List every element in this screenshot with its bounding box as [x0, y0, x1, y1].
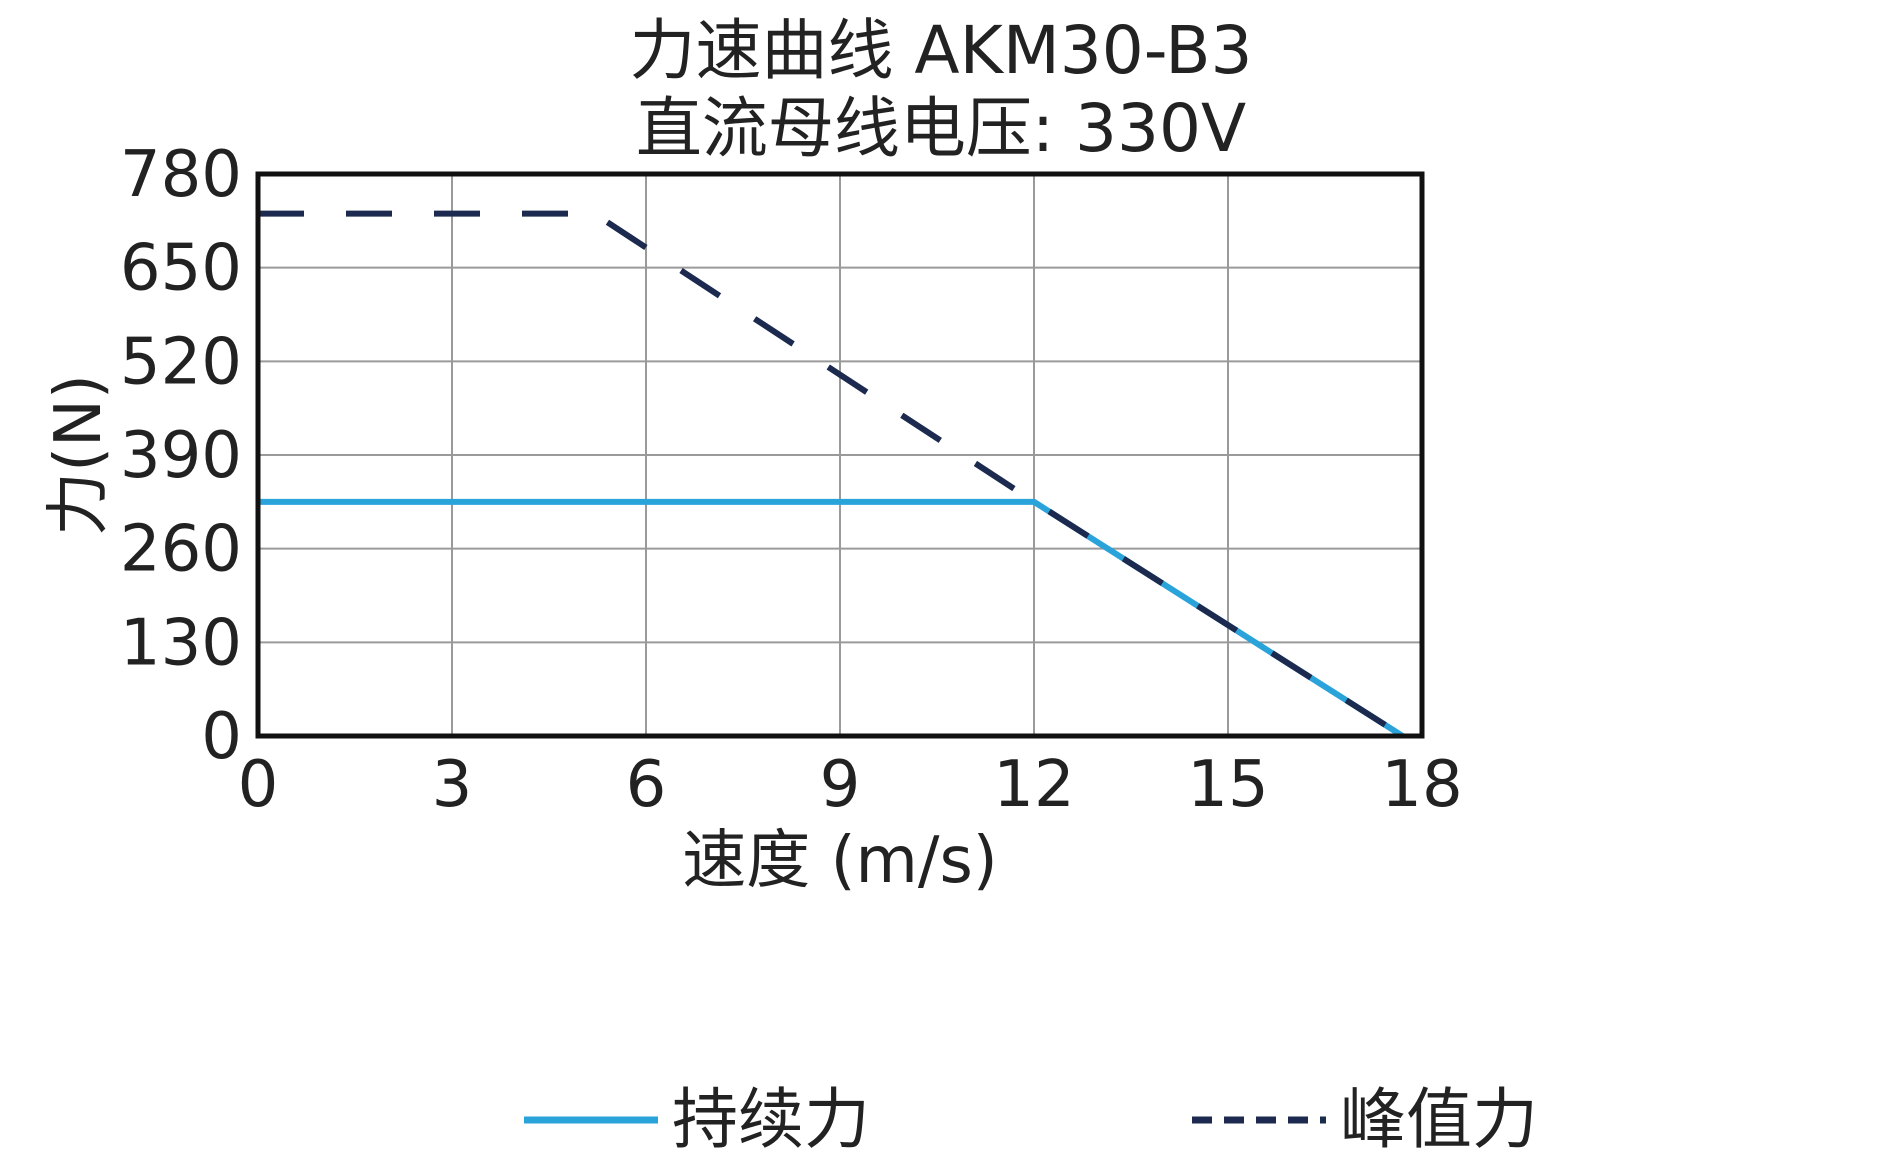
y-tick-labels: 0 130 260 390 520 650 780: [120, 138, 242, 774]
x-axis-label: 速度 (m/s): [682, 824, 998, 898]
y-tick-label-3: 390: [120, 419, 242, 493]
plot-frame: [255, 171, 1425, 739]
y-tick-label-0: 0: [201, 700, 242, 774]
legend-label-1: 峰值力: [1340, 1081, 1538, 1158]
x-tick-label-6: 18: [1381, 748, 1462, 822]
x-tick-label-5: 15: [1187, 748, 1268, 822]
chart-subtitle: 直流母线电压: 330V: [635, 90, 1247, 167]
y-tick-label-4: 520: [120, 325, 242, 399]
series-lines: [258, 210, 1405, 739]
x-tick-labels: 0 3 6 9 12 15 18: [238, 748, 1463, 822]
x-tick-label-0: 0: [238, 748, 279, 822]
legend-label-0: 持续力: [672, 1081, 870, 1158]
series-line-1: [258, 210, 1405, 739]
x-tick-label-3: 9: [820, 748, 861, 822]
series-line-0: [258, 498, 1405, 739]
grid-lines: [257, 173, 1423, 737]
y-tick-label-6: 780: [120, 138, 242, 212]
chart-title: 力速曲线 AKM30-B3: [629, 12, 1253, 89]
y-tick-label-2: 260: [120, 513, 242, 587]
y-tick-label-1: 130: [120, 606, 242, 680]
x-tick-label-1: 3: [432, 748, 473, 822]
x-tick-label-2: 6: [626, 748, 667, 822]
y-tick-label-5: 650: [120, 232, 242, 306]
legend: 持续力 峰值力: [524, 1081, 1538, 1158]
x-tick-label-4: 12: [993, 748, 1074, 822]
y-axis-label: 力(N): [42, 374, 116, 536]
